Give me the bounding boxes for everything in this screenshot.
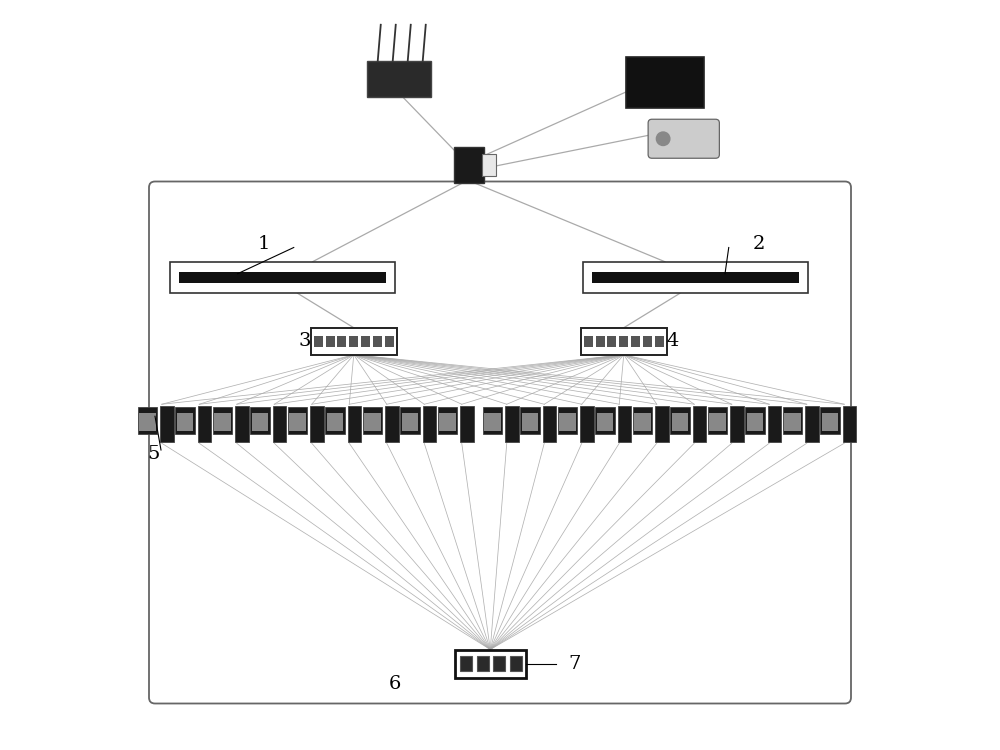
- Bar: [311, 328, 397, 355]
- Bar: [592, 272, 798, 283]
- Bar: [364, 413, 381, 431]
- Bar: [482, 154, 496, 176]
- Text: 7: 7: [569, 655, 581, 673]
- Bar: [455, 650, 526, 678]
- Bar: [805, 406, 819, 442]
- Bar: [745, 407, 765, 434]
- Bar: [655, 406, 669, 442]
- Bar: [400, 407, 420, 434]
- Bar: [618, 406, 631, 442]
- Bar: [310, 406, 324, 442]
- Bar: [460, 656, 472, 671]
- Bar: [326, 336, 334, 346]
- Bar: [784, 413, 801, 431]
- Bar: [631, 336, 640, 346]
- Bar: [138, 407, 157, 434]
- Bar: [385, 406, 399, 442]
- Bar: [349, 336, 358, 346]
- Bar: [634, 413, 651, 431]
- Bar: [373, 336, 382, 346]
- Bar: [822, 413, 838, 431]
- Bar: [596, 336, 604, 346]
- Bar: [520, 407, 540, 434]
- Bar: [672, 413, 688, 431]
- Bar: [170, 262, 395, 293]
- Bar: [439, 413, 456, 431]
- Bar: [179, 272, 386, 283]
- Bar: [483, 407, 502, 434]
- Bar: [670, 407, 690, 434]
- Bar: [693, 406, 706, 442]
- Bar: [626, 57, 704, 108]
- Circle shape: [656, 132, 670, 146]
- Bar: [175, 407, 195, 434]
- Bar: [160, 406, 174, 442]
- Bar: [655, 336, 664, 346]
- Bar: [505, 406, 519, 442]
- Bar: [363, 407, 382, 434]
- Bar: [484, 413, 501, 431]
- Bar: [314, 336, 323, 346]
- Bar: [584, 336, 593, 346]
- Bar: [581, 328, 667, 355]
- Bar: [402, 413, 418, 431]
- Bar: [438, 407, 457, 434]
- Bar: [783, 407, 802, 434]
- Bar: [252, 413, 268, 431]
- Bar: [708, 407, 727, 434]
- Bar: [198, 406, 211, 442]
- Bar: [477, 656, 489, 671]
- Bar: [522, 413, 538, 431]
- Bar: [361, 336, 370, 346]
- Bar: [558, 407, 577, 434]
- Bar: [510, 656, 522, 671]
- Bar: [460, 406, 474, 442]
- Bar: [139, 413, 156, 431]
- Bar: [582, 262, 808, 293]
- Bar: [597, 413, 613, 431]
- Bar: [607, 336, 616, 346]
- Bar: [493, 656, 505, 671]
- Bar: [367, 61, 431, 97]
- Bar: [213, 407, 232, 434]
- Bar: [747, 413, 763, 431]
- Bar: [385, 336, 394, 346]
- Bar: [768, 406, 781, 442]
- Bar: [843, 406, 856, 442]
- Bar: [337, 336, 346, 346]
- Bar: [709, 413, 726, 431]
- Text: 5: 5: [147, 445, 160, 463]
- Bar: [454, 147, 484, 183]
- Bar: [619, 336, 628, 346]
- Bar: [235, 406, 249, 442]
- Bar: [730, 406, 744, 442]
- Bar: [289, 413, 306, 431]
- Text: 6: 6: [389, 675, 401, 693]
- Bar: [423, 406, 436, 442]
- Bar: [595, 407, 615, 434]
- Bar: [250, 407, 270, 434]
- Bar: [580, 406, 594, 442]
- Bar: [633, 407, 652, 434]
- Bar: [643, 336, 652, 346]
- Bar: [559, 413, 576, 431]
- Bar: [325, 407, 345, 434]
- FancyBboxPatch shape: [648, 119, 719, 158]
- Bar: [543, 406, 556, 442]
- Text: 2: 2: [753, 235, 765, 253]
- Bar: [820, 407, 840, 434]
- Bar: [327, 413, 343, 431]
- Bar: [288, 407, 307, 434]
- Text: 1: 1: [258, 235, 270, 253]
- Text: 3: 3: [299, 332, 311, 350]
- Bar: [273, 406, 286, 442]
- Bar: [177, 413, 193, 431]
- Bar: [214, 413, 231, 431]
- Bar: [348, 406, 361, 442]
- Text: 4: 4: [666, 332, 679, 350]
